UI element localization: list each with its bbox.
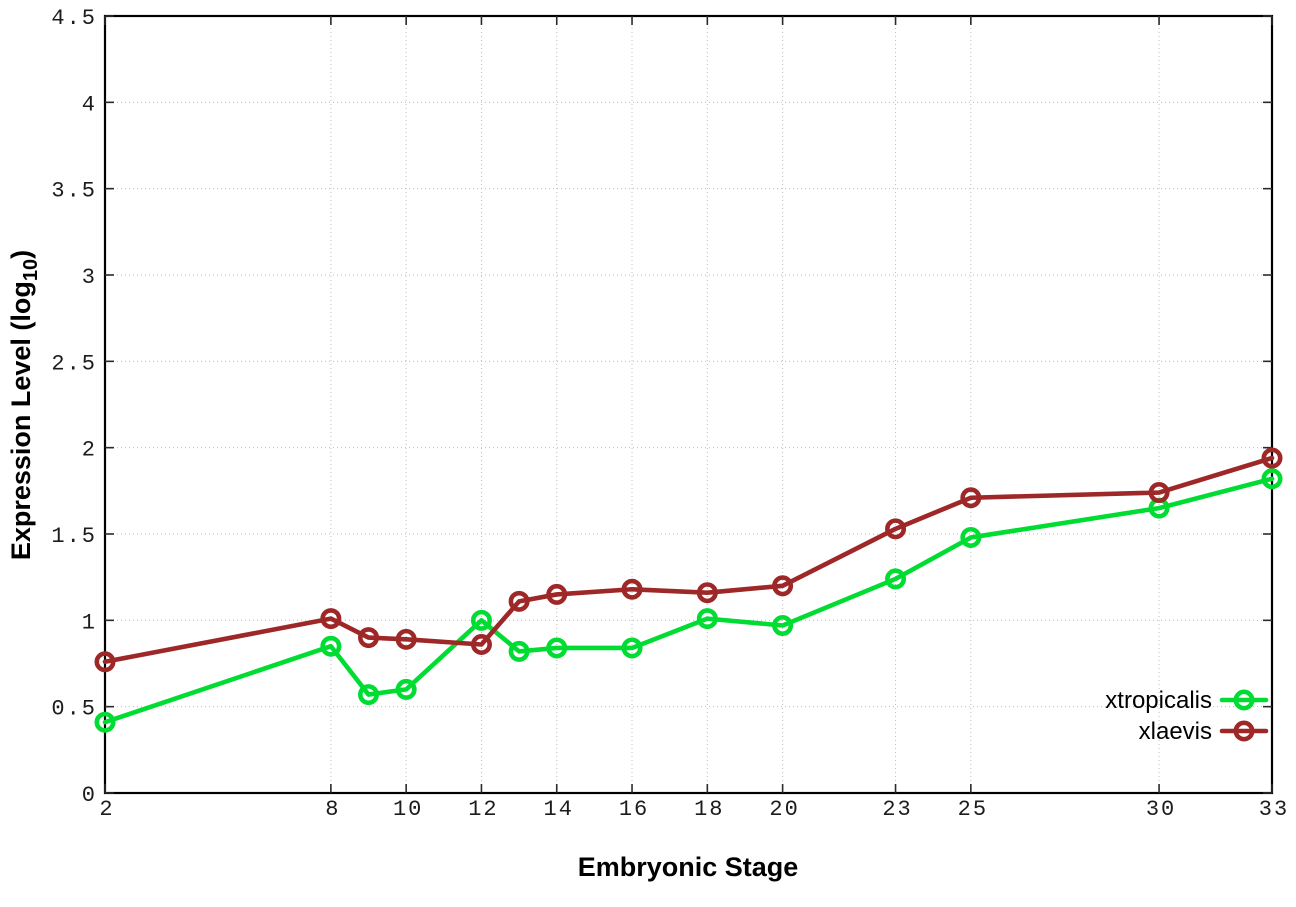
data-point-xlaevis — [960, 487, 982, 509]
legend-marker-xlaevis — [1233, 720, 1255, 742]
y-tick-label: 2.5 — [51, 351, 97, 376]
data-point-xtropicalis — [546, 637, 568, 659]
data-point-xlaevis — [358, 627, 380, 649]
x-tick-label: 18 — [694, 797, 724, 822]
x-tick-label: 25 — [958, 797, 988, 822]
data-point-xtropicalis — [320, 635, 342, 657]
data-point-xlaevis — [885, 518, 907, 540]
data-point-xlaevis — [1148, 482, 1170, 504]
x-tick-label: 14 — [544, 797, 574, 822]
y-tick-label: 3.5 — [51, 179, 97, 204]
y-axis-title: Expression Level (log10) — [6, 250, 42, 560]
tick-label-layer: 2 8 10 12 14 16 18 20 23 25 30 33 0 0.5 1 1.5 2 2.5 3 3.5 4 4… — [51, 6, 1289, 822]
legend-label-xtropicalis: xtropicalis — [1105, 687, 1212, 714]
y-tick-label: 2 — [82, 438, 97, 463]
legend-marker-xtropicalis — [1233, 689, 1255, 711]
y-tick-label: 1.5 — [51, 524, 97, 549]
legend-label-xlaevis: xlaevis — [1139, 718, 1212, 745]
x-tick-label: 8 — [325, 797, 340, 822]
data-point-xlaevis — [395, 628, 417, 650]
x-axis-title: Embryonic Stage — [578, 852, 799, 882]
y-tick-label: 0 — [82, 783, 97, 808]
y-tick-label: 4.5 — [51, 6, 97, 31]
data-point-xtropicalis — [395, 678, 417, 700]
data-point-xtropicalis — [508, 640, 530, 662]
grid-layer — [105, 16, 1272, 793]
data-point-xtropicalis — [696, 608, 718, 630]
y-tick-label: 3 — [82, 265, 97, 290]
x-tick-label: 10 — [393, 797, 423, 822]
series-line-xlaevis — [102, 455, 1275, 665]
series-layer — [94, 447, 1283, 733]
x-tick-label: 12 — [468, 797, 498, 822]
tick-layer — [104, 15, 1273, 794]
x-tick-label: 16 — [619, 797, 649, 822]
x-tick-label: 20 — [769, 797, 799, 822]
data-point-xlaevis — [621, 578, 643, 600]
data-point-xlaevis — [696, 582, 718, 604]
data-point-xlaevis — [546, 583, 568, 605]
series-line-xtropicalis — [102, 476, 1275, 725]
x-tick-label: 2 — [99, 797, 114, 822]
data-point-xlaevis — [1261, 447, 1283, 469]
data-point-xtropicalis — [94, 711, 116, 733]
x-tick-label: 33 — [1259, 797, 1289, 822]
y-axis-title-subscript: 10 — [20, 259, 42, 281]
data-point-xtropicalis — [358, 684, 380, 706]
data-point-xlaevis — [772, 575, 794, 597]
data-point-xlaevis — [320, 608, 342, 630]
data-point-xtropicalis — [960, 526, 982, 548]
data-point-xlaevis — [94, 651, 116, 673]
data-point-xtropicalis — [621, 637, 643, 659]
x-tick-label: 23 — [882, 797, 912, 822]
y-axis-title-main: Expression Level (log — [6, 281, 36, 560]
plot-border — [103, 14, 1274, 795]
x-tick-label: 30 — [1146, 797, 1176, 822]
data-point-xtropicalis — [470, 609, 492, 631]
data-point-xtropicalis — [1261, 468, 1283, 490]
y-tick-label: 4 — [82, 92, 97, 117]
y-tick-label: 0.5 — [51, 697, 97, 722]
y-tick-label: 1 — [82, 610, 97, 635]
data-point-xlaevis — [508, 590, 530, 612]
data-point-xtropicalis — [772, 615, 794, 637]
legend: xtropicalis xlaevis — [1105, 687, 1269, 745]
data-point-xtropicalis — [885, 568, 907, 590]
data-point-xlaevis — [470, 634, 492, 656]
y-axis-title-close: ) — [6, 250, 36, 259]
